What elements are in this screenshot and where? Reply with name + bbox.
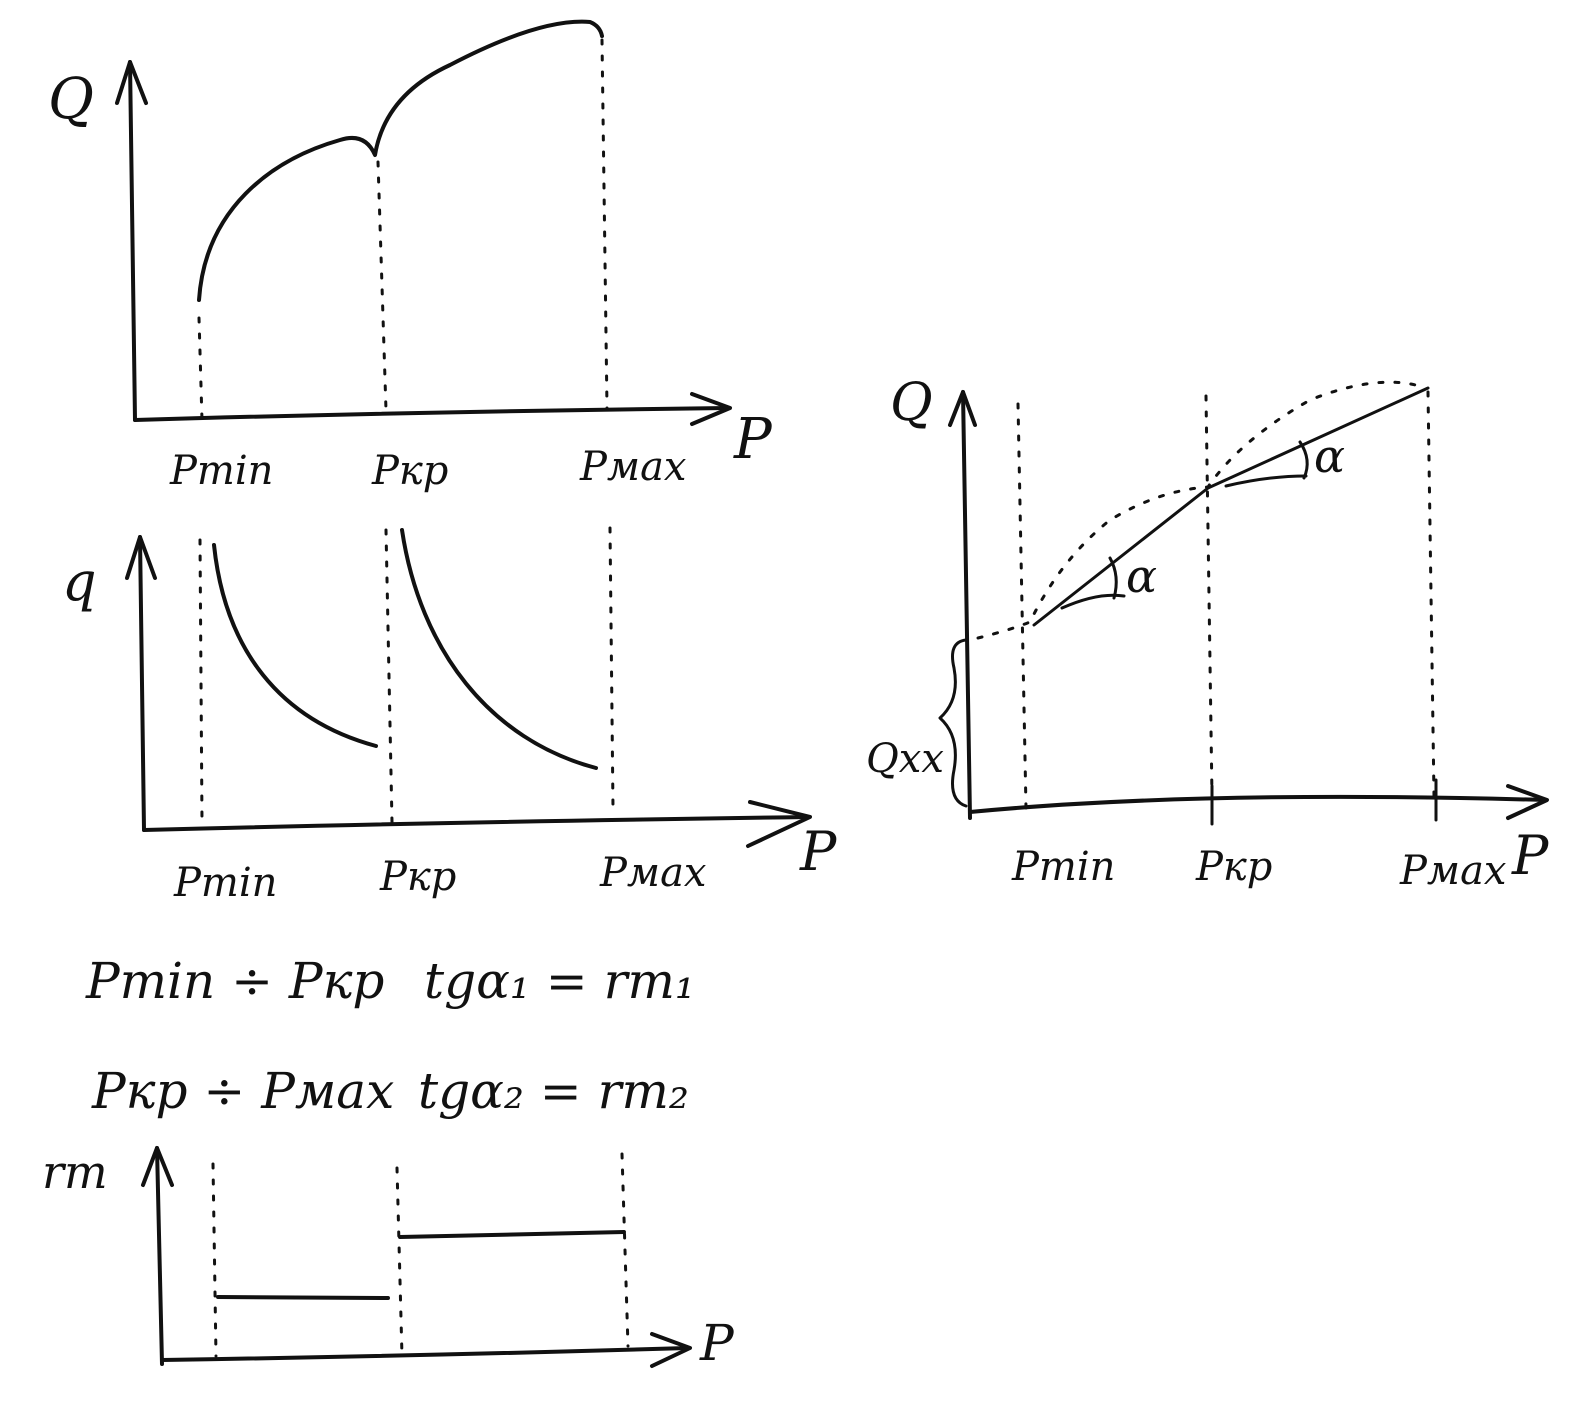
q-curve-1: [212, 543, 378, 748]
y-axis: [961, 390, 972, 820]
angle-arc-2-edge: [1298, 440, 1309, 480]
x-axis-label: P: [799, 820, 838, 883]
tick-pmin: Pmin: [1011, 844, 1115, 890]
y-axis: [138, 535, 146, 832]
angle-arc-1: [1060, 593, 1126, 610]
y-axis-arrowhead: [141, 1146, 174, 1187]
guide-pkr: [1204, 394, 1214, 798]
x-axis: [133, 406, 730, 422]
angle-arc-1-edge: [1108, 556, 1118, 600]
r-step-2: [398, 1230, 626, 1239]
x-axis: [968, 794, 1547, 814]
tick-pmin: Pmin: [173, 860, 277, 906]
guide-pmax: [600, 38, 609, 410]
y-axis-arrowhead: [115, 60, 148, 105]
angle-label-2: α: [1314, 429, 1345, 483]
tick-pkr: Pкр: [371, 448, 448, 494]
angle-arc-2: [1224, 474, 1308, 488]
guide-pmin: [197, 316, 204, 422]
original-curve-dotted: [976, 380, 1428, 640]
x-axis-arrowhead: [1506, 784, 1549, 820]
brace-qxx: [938, 638, 968, 808]
tick-pmax: Pмах: [1399, 848, 1506, 894]
guide-pkr: [384, 528, 394, 824]
guide-pkr: [395, 1166, 404, 1358]
guide-pmax: [620, 1152, 630, 1348]
diagram-specific-q-of-p: q P Pmin Pкр Pмах: [62, 526, 838, 906]
guide-pmin: [198, 538, 204, 824]
y-axis-arrowhead: [125, 535, 157, 580]
guide-pkr: [376, 160, 388, 412]
diagram-r-of-p: rт P: [42, 1145, 735, 1372]
diagram-q-linearized: α α Qхх Q P Pmin Pкр Pмах: [866, 373, 1550, 894]
angle-label-1: α: [1126, 549, 1157, 603]
diagram-q-of-p: Q P Pmin Pкр Pмах: [48, 19, 773, 494]
guide-pmax: [1426, 390, 1436, 798]
x-axis-label: P: [733, 407, 773, 472]
q-curve: [197, 19, 604, 302]
formulas: Pmin ÷ Pкр tgα₁ = rт₁ Pкр ÷ Pмах tgα₂ = …: [85, 952, 695, 1120]
formula-1-relation: tgα₁ = rт₁: [424, 952, 695, 1010]
tick-pmax: Pмах: [599, 850, 706, 896]
q-curve-2: [400, 528, 598, 770]
formula-2-range: Pкр ÷ Pмах: [91, 1062, 394, 1120]
y-axis-arrowhead: [948, 390, 977, 427]
tick-pmax: Pмах: [579, 444, 686, 490]
brace-label: Qхх: [866, 736, 944, 782]
x-axis-arrowhead: [650, 1332, 692, 1368]
y-axis-label: q: [62, 550, 97, 613]
approx-segment-1: [1032, 486, 1210, 627]
guide-pmin: [1016, 402, 1028, 810]
tick-pmin: Pmin: [169, 448, 273, 494]
y-axis-label: Q: [890, 373, 933, 433]
tick-pkr: Pкр: [379, 854, 456, 900]
y-axis: [155, 1146, 164, 1366]
formula-1-range: Pmin ÷ Pкр: [85, 952, 384, 1010]
tick-pkr: Pкр: [1195, 844, 1272, 890]
y-axis: [128, 60, 137, 422]
guide-pmax: [608, 526, 615, 810]
formula-2-relation: tgα₂ = rт₂: [418, 1062, 689, 1120]
y-axis-label: Q: [48, 67, 94, 132]
x-axis-label: P: [1511, 824, 1550, 887]
x-axis-label: P: [699, 1314, 735, 1372]
x-axis: [142, 815, 810, 832]
guide-pmin: [211, 1162, 218, 1358]
x-axis: [160, 1346, 690, 1362]
approx-segment-2: [1206, 386, 1430, 490]
y-axis-label: rт: [42, 1145, 108, 1199]
x-axis-arrowhead: [690, 392, 732, 426]
x-axis-arrowhead: [746, 800, 812, 848]
r-step-1: [216, 1295, 390, 1300]
